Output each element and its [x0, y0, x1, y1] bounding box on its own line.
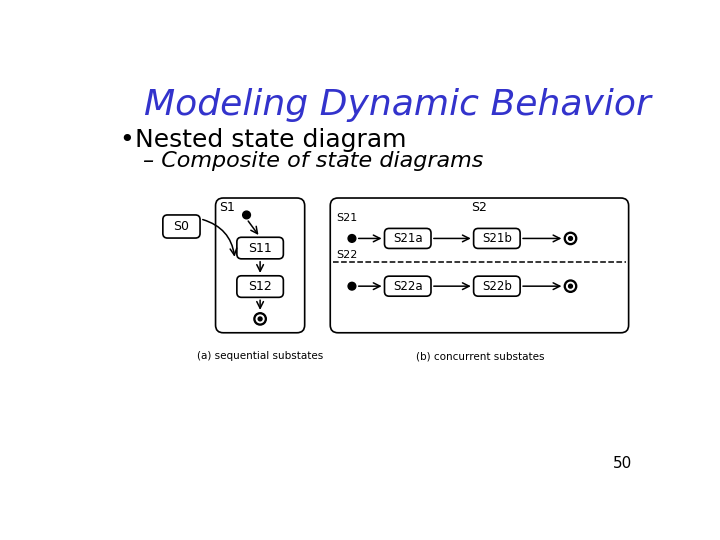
FancyBboxPatch shape	[237, 276, 284, 298]
FancyBboxPatch shape	[384, 228, 431, 248]
Text: S21: S21	[336, 213, 358, 224]
Text: S22: S22	[336, 250, 358, 260]
FancyBboxPatch shape	[215, 198, 305, 333]
Text: Nested state diagram: Nested state diagram	[135, 128, 407, 152]
Text: S12: S12	[248, 280, 272, 293]
Circle shape	[254, 313, 266, 325]
Text: 50: 50	[613, 456, 632, 471]
Text: S22b: S22b	[482, 280, 512, 293]
Text: S22a: S22a	[393, 280, 423, 293]
Circle shape	[348, 234, 356, 242]
FancyBboxPatch shape	[474, 276, 520, 296]
Circle shape	[567, 282, 575, 290]
Circle shape	[258, 317, 262, 321]
Text: Modeling Dynamic Behavior: Modeling Dynamic Behavior	[144, 88, 651, 122]
Circle shape	[348, 282, 356, 290]
Circle shape	[567, 234, 575, 242]
Text: •: •	[120, 128, 134, 152]
Text: S2: S2	[472, 201, 487, 214]
FancyBboxPatch shape	[474, 228, 520, 248]
Circle shape	[569, 237, 572, 240]
Text: S21a: S21a	[393, 232, 423, 245]
Circle shape	[243, 211, 251, 219]
FancyBboxPatch shape	[384, 276, 431, 296]
Circle shape	[564, 280, 577, 292]
FancyBboxPatch shape	[237, 237, 284, 259]
FancyBboxPatch shape	[330, 198, 629, 333]
Circle shape	[564, 232, 577, 245]
FancyBboxPatch shape	[163, 215, 200, 238]
Text: S21b: S21b	[482, 232, 512, 245]
Text: – Composite of state diagrams: – Composite of state diagrams	[143, 151, 483, 171]
Circle shape	[256, 315, 264, 323]
Text: S11: S11	[248, 241, 272, 254]
Text: S0: S0	[174, 220, 189, 233]
Circle shape	[569, 284, 572, 288]
Text: (a) sequential substates: (a) sequential substates	[197, 351, 323, 361]
Text: S1: S1	[220, 201, 235, 214]
Text: (b) concurrent substates: (b) concurrent substates	[415, 351, 544, 361]
